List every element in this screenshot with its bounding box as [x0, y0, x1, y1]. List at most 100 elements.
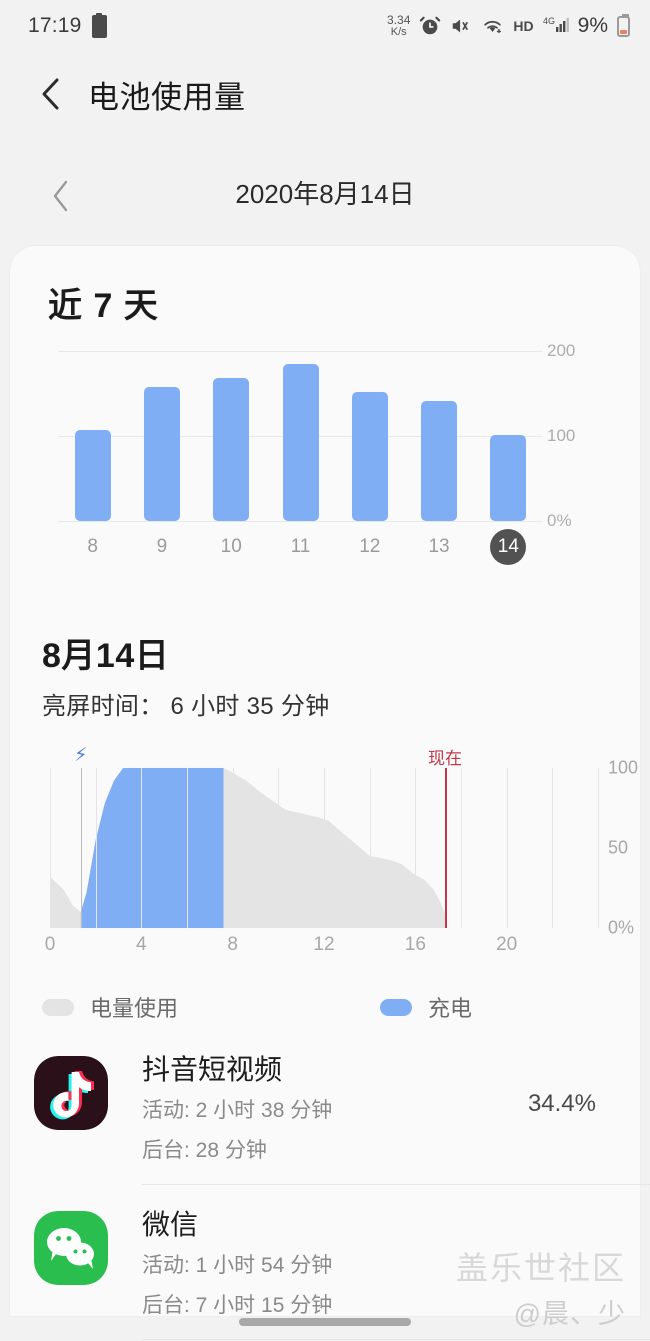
weekly-chart-y-label: 100: [547, 426, 576, 445]
app-background-time: 后台: 7 小时 15 分钟: [142, 1294, 333, 1317]
daily-chart-gridline: [50, 768, 51, 928]
weekly-chart-gridline: [58, 521, 543, 522]
row-divider: [142, 1184, 650, 1185]
date-selector: 2020年8月14日: [0, 160, 650, 232]
page-title: 电池使用量: [88, 80, 246, 115]
selected-day-badge[interactable]: 14: [490, 529, 527, 565]
legend-label-charging: 充电: [428, 996, 473, 1021]
net-speed-unit: K/s: [390, 25, 407, 38]
charging-area: [80, 768, 224, 928]
daily-chart-gridline: [552, 768, 554, 928]
tiktok-icon: [34, 1056, 108, 1130]
daily-chart-x-label: 0: [44, 934, 56, 955]
weekly-chart-day-label[interactable]: 11: [290, 536, 311, 557]
legend-item-charging: 充电: [380, 991, 472, 1023]
wechat-icon: [34, 1211, 108, 1285]
chart-legend: 电量使用 充电: [42, 991, 602, 1031]
row-divider: [142, 1339, 650, 1340]
alarm-icon: [419, 15, 441, 37]
legend-label-usage: 电量使用: [90, 996, 179, 1021]
weekly-chart-y-label: 0%: [547, 511, 572, 530]
charging-start-line: [80, 768, 82, 928]
watermark-user: @晨、少: [513, 1299, 626, 1329]
daily-chart-gridline: [324, 768, 325, 928]
battery-level-icon: [617, 13, 630, 37]
app-background-time: 后台: 28 分钟: [142, 1139, 267, 1162]
weekly-chart-day-label[interactable]: 14: [485, 529, 531, 565]
app-bar: 电池使用量: [0, 52, 650, 136]
legend-item-usage: 电量使用: [42, 991, 178, 1023]
app-name: 抖音短视频: [142, 1054, 283, 1085]
daily-chart-gridline: [598, 768, 599, 928]
daily-chart-x-label: 8: [227, 934, 238, 955]
watermark-community: 盖乐世社区: [455, 1250, 626, 1286]
daily-chart-gridline: [187, 768, 188, 928]
daily-chart-gridline: [141, 768, 143, 928]
daily-chart-y-label: 100: [608, 757, 639, 778]
status-bar-right: 3.34 K/s: [387, 0, 630, 52]
daily-chart-y-label: 0%: [608, 917, 635, 938]
daily-chart-x-label: 4: [136, 934, 147, 955]
daily-chart-gridline: [461, 768, 462, 928]
daily-chart-gridline: [415, 768, 417, 928]
daily-chart-x-label: 20: [496, 934, 518, 955]
now-marker-label: 现在: [428, 749, 463, 768]
weekly-chart-day-label[interactable]: 9: [156, 536, 168, 557]
status-bar-left: 17:19: [28, 0, 107, 52]
selected-date: 2020年8月14日: [235, 179, 415, 209]
net-speed-value: 3.34: [387, 13, 411, 28]
daily-chart-y-label: 50: [608, 837, 629, 858]
daily-chart-gridline: [95, 768, 97, 928]
gesture-nav-pill[interactable]: [239, 1318, 411, 1326]
app-name: 微信: [142, 1209, 199, 1240]
daily-chart-gridline: [506, 768, 508, 928]
weekly-chart-x-labels: 8 9 10 11 12 13 14: [58, 529, 543, 569]
weekly-bar-chart[interactable]: 200 100 0% 8 9 10 11 12 13 14: [40, 341, 610, 569]
hd-icon: HD: [513, 18, 534, 34]
daily-battery-chart[interactable]: ⚡ 现在 100 50 0% 0 4 8 12 16 20: [42, 745, 638, 955]
battery-charging-icon: [91, 12, 107, 38]
daily-chart-x-label: 16: [404, 934, 426, 955]
weekly-chart-bar[interactable]: [143, 386, 180, 521]
weekly-chart-bar[interactable]: [351, 391, 388, 521]
app-list-item-wechat[interactable]: 微信 活动: 1 小时 54 分钟 后台: 7 小时 15 分钟: [34, 1201, 650, 1341]
network-speed-indicator: 3.34 K/s: [387, 14, 410, 37]
weekly-chart-y-label: 200: [547, 341, 576, 360]
app-active-time: 活动: 2 小时 38 分钟: [142, 1099, 333, 1122]
app-battery-percent: 34.4%: [527, 1090, 596, 1117]
now-marker-line: [445, 768, 448, 928]
mute-vibrate-icon: [450, 15, 472, 37]
weekly-chart-day-label[interactable]: 12: [359, 536, 381, 557]
wifi-icon: [481, 15, 504, 37]
app-active-time: 活动: 1 小时 54 分钟: [142, 1254, 333, 1277]
weekly-chart-day-label[interactable]: 13: [428, 536, 450, 557]
weekly-chart-bar[interactable]: [490, 435, 527, 521]
app-list-item-douyin[interactable]: 抖音短视频 活动: 2 小时 38 分钟 后台: 28 分钟 34.4%: [34, 1046, 650, 1186]
status-battery-percent: 9%: [577, 14, 608, 37]
weekly-chart-bar[interactable]: [74, 430, 111, 521]
day-title: 8月14日: [42, 637, 170, 675]
weekly-chart-gridline: [58, 351, 543, 352]
signal-4g-icon: 4G: [543, 15, 569, 37]
battery-card: 近 7 天 200 100 0% 8 9 10 11 12 13 14 8月14日 亮屏时间： …: [10, 246, 650, 1340]
daily-chart-x-label: 12: [313, 934, 335, 955]
week-chart-title: 近 7 天: [48, 287, 159, 325]
back-button[interactable]: [38, 76, 64, 112]
legend-swatch-usage: [42, 998, 74, 1016]
weekly-chart-bar[interactable]: [421, 401, 458, 521]
daily-chart-gridline: [232, 768, 234, 928]
weekly-chart-day-label[interactable]: 10: [220, 536, 242, 557]
status-bar: 17:19 3.34 K/s: [0, 0, 650, 52]
charging-bolt-icon: ⚡: [74, 745, 88, 766]
status-time: 17:19: [28, 14, 82, 37]
legend-swatch-charging: [380, 998, 412, 1016]
svg-text:4G: 4G: [543, 16, 555, 26]
previous-day-button[interactable]: [46, 176, 76, 216]
weekly-chart-day-label[interactable]: 8: [87, 536, 98, 557]
daily-chart-gridline: [278, 768, 280, 928]
screen-on-time: 亮屏时间： 6 小时 35 分钟: [42, 693, 330, 720]
weekly-chart-plot: 200 100 0%: [58, 341, 575, 530]
weekly-chart-bar[interactable]: [213, 378, 250, 521]
weekly-chart-bar[interactable]: [282, 363, 319, 521]
